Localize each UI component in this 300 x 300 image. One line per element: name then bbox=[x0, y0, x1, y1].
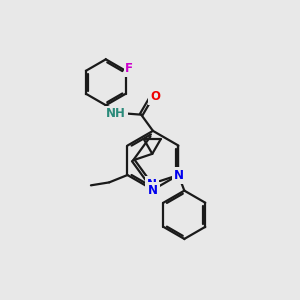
Text: F: F bbox=[125, 62, 133, 75]
Text: NH: NH bbox=[106, 107, 126, 120]
Text: O: O bbox=[150, 91, 160, 103]
Text: N: N bbox=[147, 178, 157, 190]
Text: N: N bbox=[148, 184, 158, 197]
Text: N: N bbox=[173, 169, 183, 182]
